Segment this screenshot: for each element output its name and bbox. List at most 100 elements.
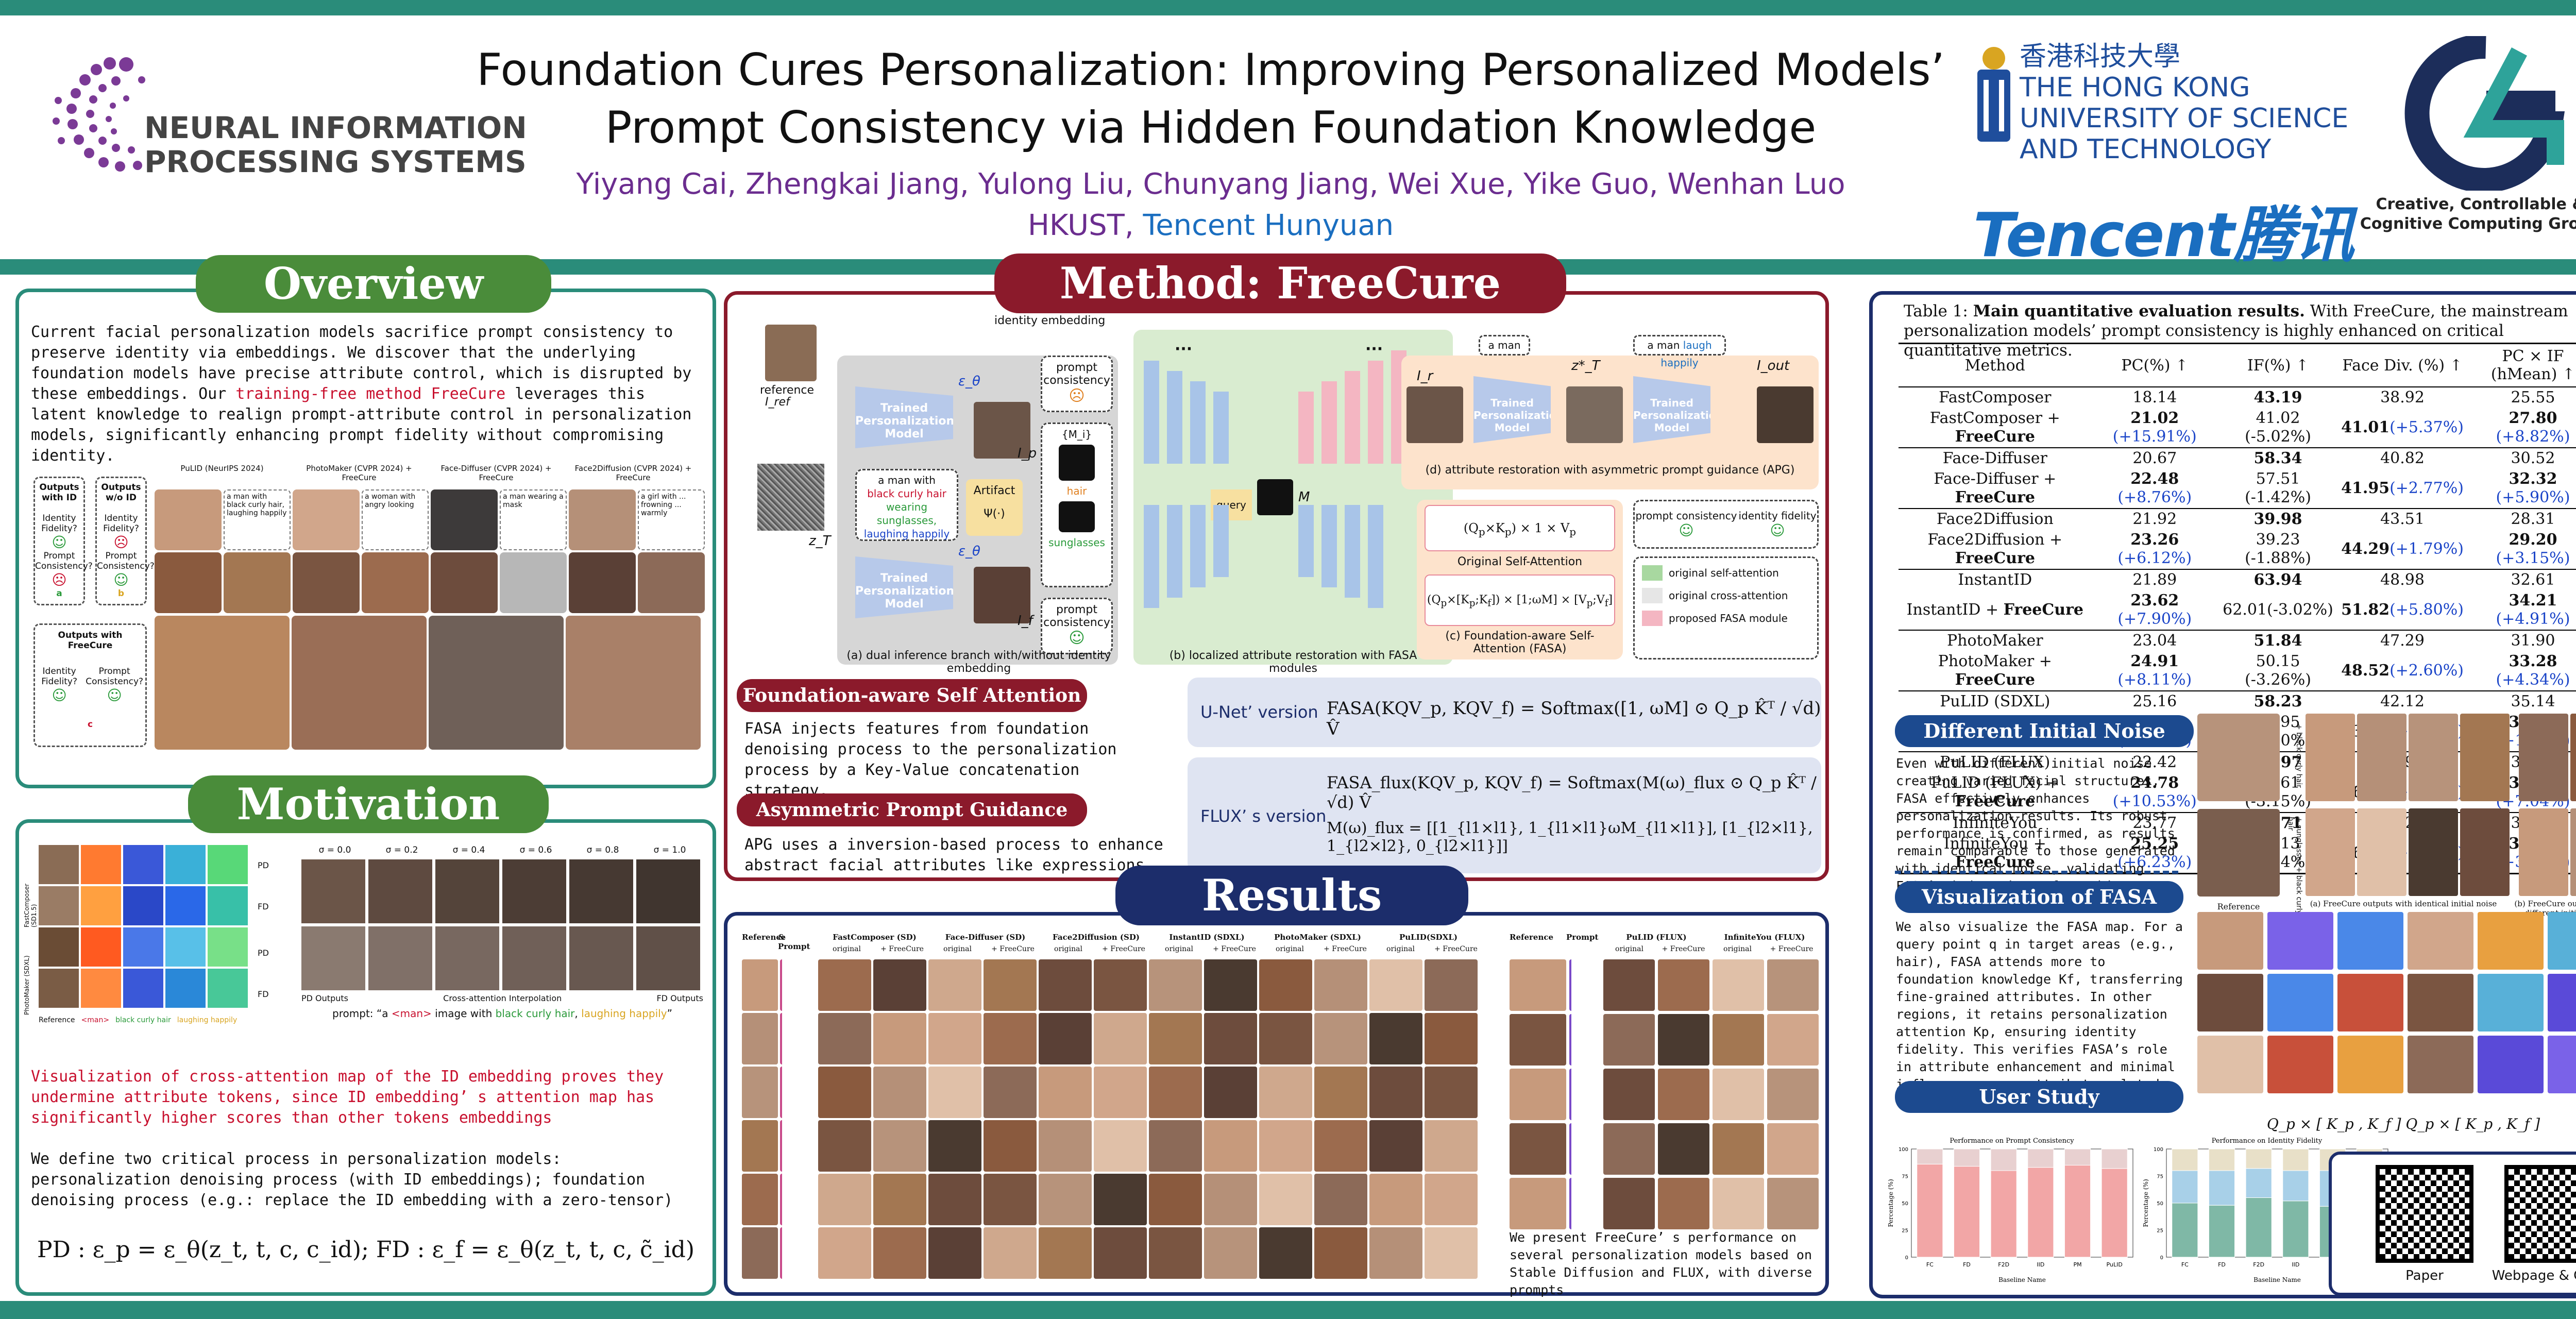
x-axis-label: Baseline Name [2253, 1276, 2301, 1283]
x-tick-label: F2D [2253, 1261, 2264, 1268]
legend-swatch-cross [1642, 588, 1663, 603]
th-hmean: PC × IF (hMean) ↑ [2466, 343, 2576, 387]
laugh-prompt-b: laugh happily [1660, 339, 1712, 369]
cell-facediv: 48.98 [2338, 569, 2467, 590]
sunglasses-label: sunglasses [1048, 536, 1105, 549]
chart-bar [2208, 1205, 2235, 1258]
x-tick-label: PuLID [2107, 1261, 2123, 1268]
overview-image-grid: PuLID (NeurIPS 2024) PhotoMaker (CVPR 20… [155, 464, 706, 752]
prompt-consistency-top: prompt consistency ☹ [1041, 356, 1113, 412]
sub-original: original [1165, 945, 1193, 953]
face-image [742, 1013, 778, 1064]
unet-equation: FASA(KQV_p, KQV_f) = Softmax([1, ωM] ⊙ Q… [1327, 698, 1821, 739]
label-fd: FD [258, 902, 269, 911]
sigma-2: σ = 0.4 [452, 845, 485, 855]
cell-facediv-freecure: 51.82(+5.80%) [2338, 590, 2467, 630]
token-man: <man> [81, 1016, 110, 1024]
cell-method-freecure: InfiniteYou + FreeCure [1899, 834, 2092, 874]
method-freecure: FreeCure [1955, 549, 2035, 567]
face-image [1259, 1227, 1312, 1279]
trained-model-apg2: Trained Personalization Model [1633, 376, 1710, 443]
face-image [636, 926, 700, 990]
fasa-vis-header: Visualization of FASA [1895, 881, 2183, 913]
face-image [1425, 1227, 1478, 1279]
sub-freecure: + FreeCure [1434, 945, 1478, 953]
pb-line2: black curly hair [867, 487, 946, 500]
box3-title: Outputs with FreeCure [58, 630, 123, 651]
results-title: Results [1115, 866, 1468, 925]
hdr-infiniteyou: InfiniteYou (FLUX) [1724, 933, 1805, 942]
face-image [1039, 1067, 1092, 1118]
cross-attn-label: Cross-attention Interpolation [443, 993, 562, 1003]
cell-method: FastComposer [1899, 386, 2092, 408]
face-image [1713, 1069, 1764, 1120]
y-axis-label: Percentage (%) [2142, 1179, 2149, 1227]
frown-icon: ☹ [113, 534, 129, 551]
face-image [435, 859, 499, 923]
pb-line4: laughing happily [863, 528, 950, 540]
face-image [368, 926, 432, 990]
sub-original: original [1386, 945, 1415, 953]
sub-original: original [833, 945, 861, 953]
unet-block [1190, 505, 1206, 587]
method-prefix: PuLID (FLUX) + [1930, 774, 2059, 792]
cell-method-freecure: InstantID + FreeCure [1899, 590, 2092, 630]
face-image [1149, 1067, 1202, 1118]
results-table: Method PC(%) ↑ IF(%) ↑ Face Div. (%) ↑ P… [1899, 343, 2576, 874]
face-image [1039, 959, 1092, 1011]
chart-bar [2101, 1168, 2128, 1258]
face-image [155, 489, 222, 550]
sigma-5: σ = 1.0 [653, 845, 686, 855]
flux-face-grid [1510, 959, 1819, 1229]
tencent-logo: Tencent腾讯 [1973, 199, 2354, 270]
pc-value: 23.26 [2130, 531, 2179, 549]
cell-method: Face2Diffusion [1899, 508, 2092, 530]
face-image [39, 969, 79, 1008]
cell-facediv: 47.29 [2338, 630, 2467, 651]
unet-bottom [1144, 505, 1443, 639]
y-axis-label: Percentage (%) [1887, 1179, 1894, 1227]
qr-webpage-icon[interactable] [2504, 1165, 2576, 1263]
pb-line1: a man with [878, 474, 936, 486]
face-image [435, 926, 499, 990]
prompt-cell [1569, 1014, 1600, 1066]
attention-map [165, 845, 206, 884]
flux-equation1: FASA_flux(KQV_p, KQV_f) = Softmax(M(ω)_f… [1327, 773, 1817, 812]
sigma-3: σ = 0.6 [519, 845, 552, 855]
face-image-large [566, 616, 701, 750]
face-image [1603, 1069, 1655, 1120]
face-image [1658, 1123, 1709, 1175]
smile-icon: ☺ [1770, 522, 1785, 539]
face-image [368, 859, 432, 923]
face-image [431, 489, 498, 550]
face-image [1094, 1174, 1147, 1225]
ip-face [974, 402, 1030, 459]
face-image [984, 1067, 1037, 1118]
prompt-a: prompt: “a [332, 1007, 392, 1020]
face-image [818, 959, 871, 1011]
face-image [431, 552, 498, 613]
qr-paper-label: Paper [2405, 1268, 2444, 1283]
qr-paper-icon[interactable] [2376, 1165, 2473, 1263]
face-image [873, 1067, 926, 1118]
unet-eq-box: U-Net’ version FASA(KQV_p, KQV_f) = Soft… [1188, 678, 1821, 747]
attention-map [123, 886, 163, 925]
pc-gain: (+6.12%) [2117, 549, 2192, 567]
cell-if-freecure: 41.02 (-5.02%) [2245, 409, 2311, 446]
sub-original: original [1276, 945, 1304, 953]
prompt-hair: black curly hair [495, 1007, 575, 1020]
sub-original: original [1054, 945, 1082, 953]
method-freecure: FreeCure [1955, 792, 2035, 810]
identity-embedding-label: identity embedding [994, 314, 1106, 327]
face-image [2306, 714, 2355, 801]
face-image [1603, 1178, 1655, 1229]
fd-gain: (+2.77%) [2389, 479, 2464, 497]
face-image [873, 1120, 926, 1172]
prompt-card: a girl with ... frowning ... warmly [638, 489, 705, 550]
hdr-fastcomposer: FastComposer (SD) [833, 933, 917, 942]
method-prefix: Face2Diffusion + [1927, 531, 2063, 549]
unet-label: U-Net’ version [1200, 702, 1318, 722]
pc-value: 22.48 [2130, 470, 2179, 488]
face-image [873, 1013, 926, 1064]
face-image [636, 859, 700, 923]
